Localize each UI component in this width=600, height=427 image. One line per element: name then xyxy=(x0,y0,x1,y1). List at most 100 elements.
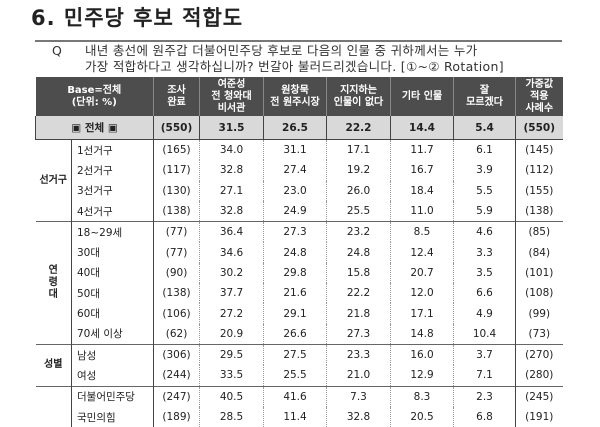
cell-value: (165) xyxy=(153,139,200,161)
row-label: 1선거구 xyxy=(70,139,154,161)
table-row: 성별 남성 (306) 29.5 27.5 23.3 16.0 3.7 (270) xyxy=(35,343,563,387)
column-header: 기타 인물 xyxy=(390,77,454,116)
cell-value: 29.5 xyxy=(199,343,264,366)
row-label: 더불어민주당 xyxy=(70,385,154,407)
cell-value: (145) xyxy=(515,139,563,161)
table-row: 70세 이상 (62) 20.9 26.6 27.3 14.8 10.4 (73) xyxy=(36,323,563,345)
cell-value: 10.4 xyxy=(453,323,516,345)
cell-value: (77) xyxy=(153,221,200,243)
cell-value: 6.8 xyxy=(453,406,516,427)
table-row: 4선거구 (138) 32.8 24.9 25.5 11.0 5.9 (138) xyxy=(36,200,563,222)
cell-value: 14.8 xyxy=(390,323,454,345)
cell-value: (130) xyxy=(153,180,200,201)
cell-value: 29.1 xyxy=(263,303,327,324)
cell-value: 33.5 xyxy=(199,365,264,387)
cell-value: 19.2 xyxy=(326,160,391,181)
total-label: ▣ 전체 ▣ xyxy=(34,116,154,140)
cell-value: 23.0 xyxy=(263,180,327,201)
row-label: 4선거구 xyxy=(70,200,154,222)
cell-value: 3.7 xyxy=(453,343,516,366)
cell-value: (189) xyxy=(153,406,200,427)
column-header: 원창묵 전 원주시장 xyxy=(263,77,327,116)
cell-value: 28.5 xyxy=(199,406,264,427)
cell-value: (138) xyxy=(153,283,200,304)
cell-value: 2.3 xyxy=(453,385,516,407)
cell-value: 27.3 xyxy=(326,323,391,345)
cell-value: 20.5 xyxy=(390,406,454,427)
table-row: 3선거구 (130) 27.1 23.0 26.0 18.4 5.5 (155) xyxy=(36,180,563,201)
cell-value: 23.3 xyxy=(326,343,391,366)
group-label xyxy=(35,385,72,427)
cell-value: 12.0 xyxy=(390,283,454,304)
cell-value: 25.5 xyxy=(326,200,391,222)
column-header: Base=전체 (단위: %) xyxy=(35,77,154,116)
row-label: 18~29세 xyxy=(70,221,154,243)
divider xyxy=(35,40,562,42)
column-header: 가중값 적용 사례수 xyxy=(515,77,563,116)
cell-value: 22.2 xyxy=(326,283,391,304)
row-label: 50대 xyxy=(70,283,154,304)
cell-value: (244) xyxy=(153,365,200,387)
results-table: Base=전체 (단위: %) 조사 완료 여준성 전 청와대 비서관 원창묵 전 원주시장 지지… xyxy=(34,77,563,427)
cell-value: 5.9 xyxy=(453,200,516,222)
cell-value: 17.1 xyxy=(326,139,391,161)
table-row: 2선거구 (117) 32.8 27.4 19.2 16.7 3.9 (112) xyxy=(36,160,563,181)
cell-value: (73) xyxy=(515,323,563,345)
cell-value: 41.6 xyxy=(263,385,327,407)
cell-value: 21.0 xyxy=(326,365,391,387)
total-value: 31.5 xyxy=(199,116,264,140)
question-marker: Q xyxy=(52,43,62,58)
table-row: 60대 (106) 27.2 29.1 21.8 17.1 4.9 (99) xyxy=(36,303,563,324)
cell-value: 16.7 xyxy=(390,160,454,181)
total-value: (550) xyxy=(515,116,563,140)
cell-value: (99) xyxy=(515,303,563,324)
cell-value: 5.5 xyxy=(453,180,516,201)
page-title: 6. 민주당 후보 적합도 xyxy=(31,6,244,30)
cell-value: (84) xyxy=(515,242,563,263)
cell-value: (280) xyxy=(515,365,563,387)
cell-value: (138) xyxy=(515,200,563,222)
column-header: 잘 모르겠다 xyxy=(453,77,516,116)
row-label: 2선거구 xyxy=(70,160,154,181)
cell-value: 18.4 xyxy=(390,180,454,201)
cell-value: (85) xyxy=(515,221,563,243)
table-row: 50대 (138) 37.7 21.6 22.2 12.0 6.6 (108) xyxy=(36,283,563,304)
cell-value: 21.6 xyxy=(263,283,327,304)
cell-value: (306) xyxy=(153,343,200,366)
total-value: 14.4 xyxy=(390,116,454,140)
total-value: 5.4 xyxy=(453,116,516,140)
question-line-2: 가장 적합하다고 생각하십니까? 번갈아 불러드리겠습니다. [①~② Rota… xyxy=(85,59,504,74)
cell-value: 6.6 xyxy=(453,283,516,304)
total-value: (550) xyxy=(153,116,200,140)
cell-value: 31.1 xyxy=(263,139,327,161)
cell-value: 26.0 xyxy=(326,180,391,201)
cell-value: 23.2 xyxy=(326,221,391,243)
column-header: 지지하는 인물이 없다 xyxy=(326,77,391,116)
cell-value: (117) xyxy=(153,160,200,181)
cell-value: 26.6 xyxy=(263,323,327,345)
cell-value: 20.7 xyxy=(390,262,454,284)
table-row: 30대 (77) 34.6 24.8 24.8 12.4 3.3 (84) xyxy=(36,242,563,263)
row-label: 60대 xyxy=(70,303,154,324)
table-row: 선거구 1선거구 (165) 34.0 31.1 17.1 11.7 6.1 (145) xyxy=(36,139,563,186)
cell-value: 7.3 xyxy=(326,385,391,407)
cell-value: 27.5 xyxy=(263,343,327,366)
cell-value: 37.7 xyxy=(199,283,264,304)
cell-value: 27.4 xyxy=(263,160,327,181)
cell-value: 20.9 xyxy=(199,323,264,345)
cell-value: 29.8 xyxy=(263,262,327,284)
cell-value: 34.6 xyxy=(199,242,264,263)
question-text: 내년 총선에 원주갑 더불어민주당 후보로 다음의 인물 중 귀하께서는 누가 … xyxy=(85,43,504,75)
cell-value: 12.4 xyxy=(390,242,454,263)
cell-value: 4.9 xyxy=(453,303,516,324)
cell-value: (108) xyxy=(515,283,563,304)
cell-value: 30.2 xyxy=(199,262,264,284)
cell-value: 6.1 xyxy=(453,139,516,161)
cell-value: 17.1 xyxy=(390,303,454,324)
cell-value: (90) xyxy=(153,262,200,284)
cell-value: 24.8 xyxy=(326,242,391,263)
row-label: 3선거구 xyxy=(70,180,154,201)
cell-value: (112) xyxy=(515,160,563,181)
total-row: ▣ 전체 ▣ (550) 31.5 26.5 22.2 14.4 5.4 (550) xyxy=(34,116,563,140)
